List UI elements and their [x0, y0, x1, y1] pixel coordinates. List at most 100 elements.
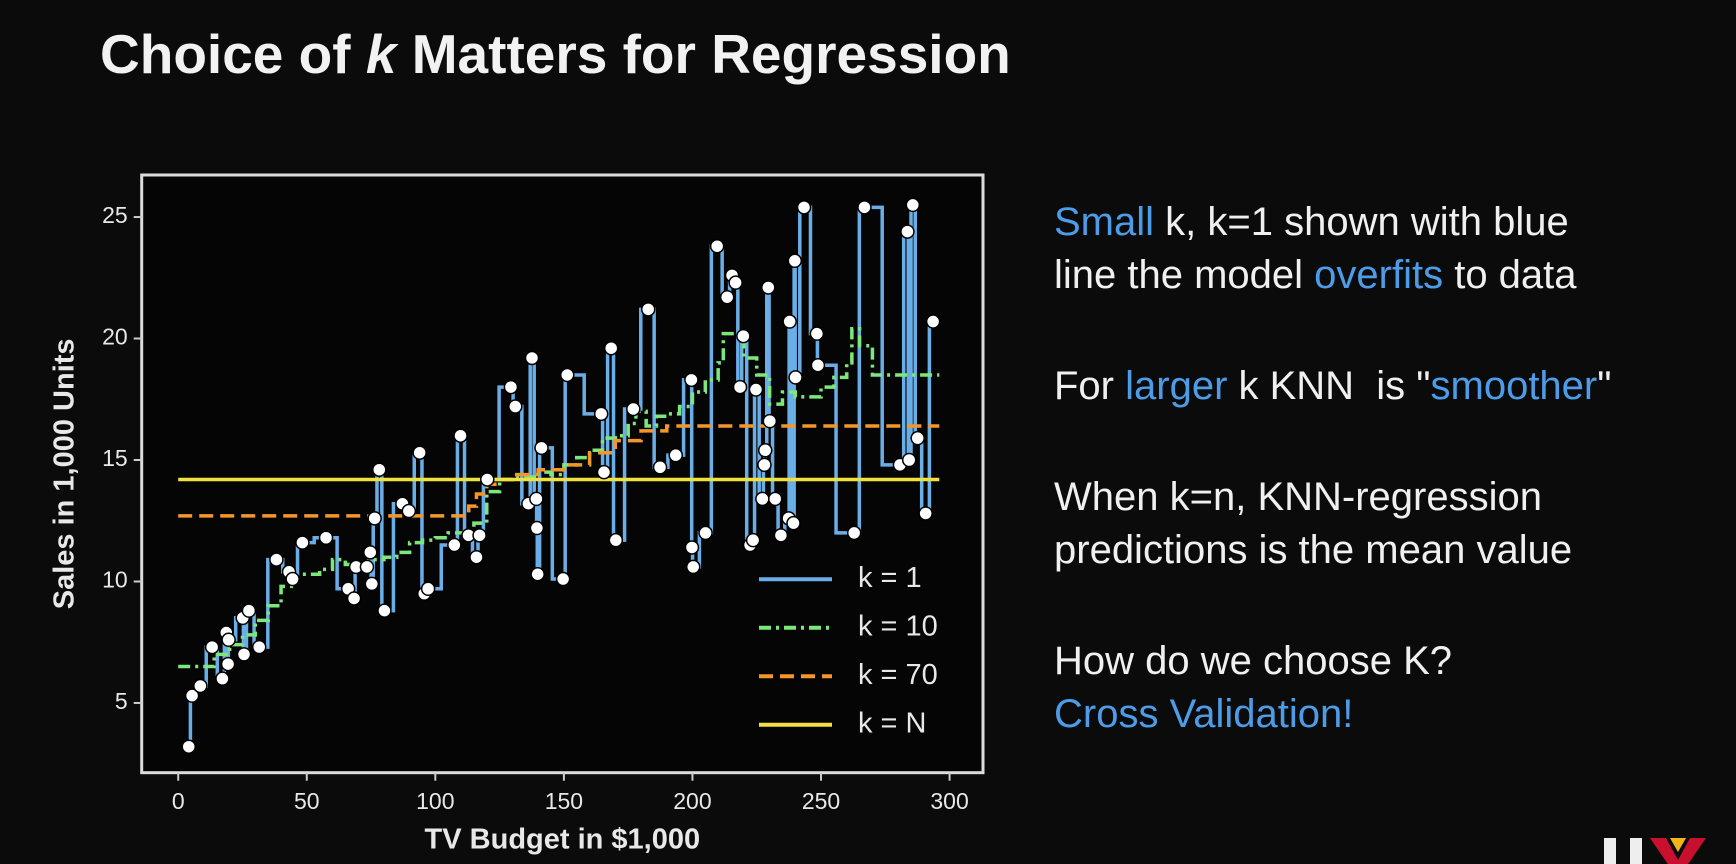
- note-run: ": [1597, 364, 1612, 408]
- data-point: [910, 430, 925, 446]
- data-point: [719, 289, 735, 305]
- y-tick-label: 15: [102, 445, 128, 471]
- data-point: [796, 200, 812, 215]
- data-point: [285, 571, 300, 587]
- data-point: [788, 370, 803, 385]
- title-run: k: [365, 23, 397, 85]
- data-point: [559, 367, 575, 383]
- data-point: [761, 280, 776, 295]
- note-run: line the model: [1054, 253, 1315, 297]
- x-axis-label: TV Budget in $1,000: [425, 824, 701, 856]
- data-point: [810, 357, 826, 373]
- data-point: [221, 632, 236, 648]
- data-point: [684, 372, 699, 388]
- note-run: How do we choose K?: [1054, 639, 1453, 683]
- y-tick-label: 5: [115, 688, 128, 714]
- series-line: [178, 424, 940, 518]
- data-point: [603, 340, 619, 356]
- note-run: For: [1054, 364, 1126, 408]
- y-tick-label: 20: [102, 324, 128, 350]
- note-run: Cross Validation!: [1054, 692, 1354, 736]
- data-point: [193, 678, 208, 694]
- data-point: [529, 520, 545, 536]
- note-paragraph: For larger k KNN is "smoother": [1054, 360, 1611, 413]
- data-point: [782, 314, 797, 329]
- note-paragraph: When k=n, KNN-regression predictions is t…: [1054, 471, 1611, 577]
- data-point: [204, 639, 220, 655]
- note-line: Small k, k=1 shown with blue: [1054, 196, 1611, 249]
- data-point: [472, 528, 487, 543]
- data-point: [372, 462, 387, 477]
- data-point: [596, 464, 612, 480]
- data-point: [626, 401, 641, 417]
- data-point: [685, 559, 701, 575]
- x-tick-label: 0: [172, 788, 185, 814]
- data-point: [608, 532, 624, 548]
- title-run: Matters for Regression: [396, 23, 1011, 85]
- data-point: [220, 656, 236, 672]
- note-run: predictions is the mean value: [1054, 528, 1573, 572]
- data-point: [857, 200, 872, 215]
- data-point: [901, 452, 917, 468]
- note-run: When k=n, KNN-regression: [1054, 475, 1542, 519]
- note-line: Cross Validation!: [1054, 688, 1611, 741]
- data-point: [728, 275, 743, 290]
- legend-label: k = 70: [858, 659, 938, 691]
- slide-notes: Small k, k=1 shown with blue line the mod…: [1054, 196, 1611, 799]
- data-point: [251, 639, 267, 655]
- data-point: [359, 559, 375, 575]
- data-point: [925, 314, 941, 329]
- note-line: When k=n, KNN-regression: [1054, 471, 1611, 524]
- data-point: [420, 581, 436, 597]
- data-point: [524, 350, 540, 366]
- note-run: k, k=1 shown with blue: [1154, 200, 1569, 244]
- legend-label: k = 1: [858, 562, 922, 594]
- note-run: smoother: [1430, 364, 1598, 408]
- data-point: [534, 440, 549, 456]
- legend-label: k = 10: [858, 610, 938, 642]
- data-point: [215, 671, 230, 686]
- data-point: [184, 688, 200, 703]
- data-point: [809, 326, 825, 341]
- data-point: [401, 503, 417, 519]
- x-tick-label: 250: [802, 788, 840, 814]
- note-run: Small: [1054, 200, 1155, 244]
- note-line: predictions is the mean value: [1054, 524, 1611, 577]
- note-line: How do we choose K?: [1054, 635, 1611, 688]
- data-point: [363, 545, 378, 560]
- data-point: [732, 379, 748, 395]
- x-tick-label: 150: [545, 788, 583, 814]
- title-run: Choice of: [100, 23, 366, 85]
- note-run: overfits: [1314, 253, 1444, 297]
- note-paragraph: How do we choose K? Cross Validation!: [1054, 635, 1611, 741]
- note-run: to data: [1443, 253, 1577, 297]
- data-point: [736, 328, 751, 344]
- data-point: [905, 197, 921, 213]
- x-tick-label: 50: [294, 788, 320, 814]
- data-point: [684, 540, 700, 555]
- data-point: [755, 491, 770, 507]
- data-point: [748, 382, 764, 397]
- x-tick-label: 100: [416, 788, 454, 814]
- data-point: [709, 238, 725, 254]
- data-point: [918, 506, 933, 521]
- data-point: [767, 491, 783, 507]
- data-point: [757, 457, 772, 473]
- data-point: [236, 647, 252, 662]
- data-point: [640, 302, 656, 317]
- data-point: [668, 447, 683, 463]
- data-point: [412, 445, 427, 460]
- data-point: [787, 253, 803, 269]
- x-tick-label: 200: [673, 788, 711, 814]
- data-point: [652, 460, 668, 475]
- data-point: [508, 399, 523, 414]
- data-point: [593, 406, 609, 422]
- data-point: [364, 576, 380, 592]
- note-paragraph: Small k, k=1 shown with blue line the mod…: [1054, 196, 1611, 302]
- data-point: [529, 491, 544, 507]
- logo: [1604, 838, 1706, 864]
- data-point: [480, 472, 495, 487]
- note-run: larger: [1125, 364, 1228, 408]
